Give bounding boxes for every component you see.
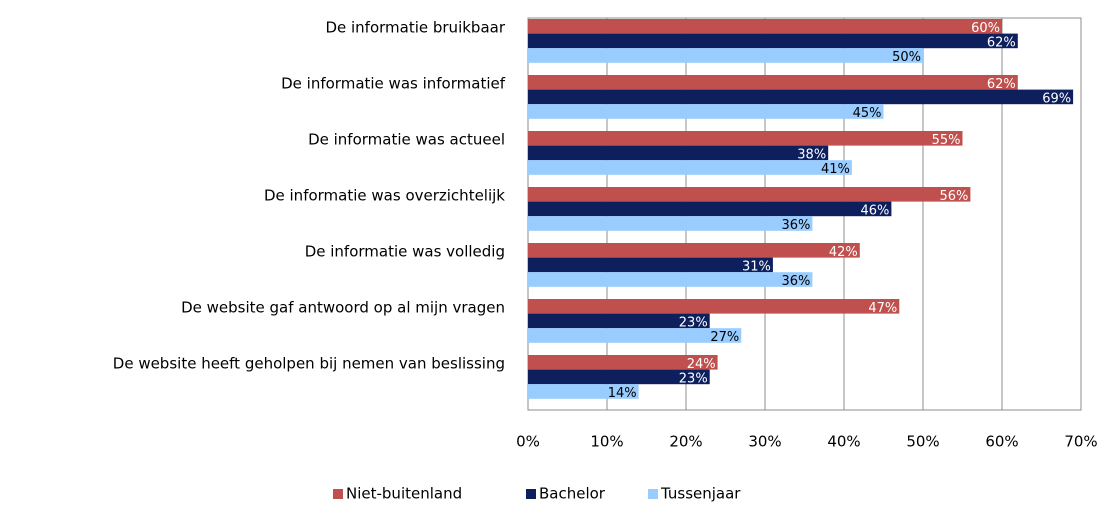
bar: [528, 48, 923, 63]
value-label: 36%: [781, 218, 810, 233]
x-tick-label: 20%: [669, 433, 702, 451]
value-label: 31%: [742, 259, 771, 274]
bar: [528, 131, 963, 146]
bar: [528, 104, 884, 119]
value-label: 23%: [679, 371, 708, 386]
bar: [528, 19, 1002, 34]
value-label: 50%: [892, 50, 921, 65]
value-label: 27%: [710, 330, 739, 345]
bar: [528, 89, 1074, 105]
bar: [528, 272, 813, 287]
bar: [528, 160, 852, 175]
y-tick-label: De website gaf antwoord op al mijn vrage…: [181, 299, 505, 317]
y-tick-label: De informatie was actueel: [308, 131, 505, 149]
value-label: 24%: [687, 357, 716, 372]
bar: [528, 201, 892, 217]
value-label: 55%: [932, 133, 961, 148]
value-label: 23%: [679, 315, 708, 330]
y-tick-label: De informatie was volledig: [305, 243, 505, 261]
value-label: 14%: [608, 386, 637, 401]
legend-label: Bachelor: [539, 485, 606, 503]
bar: [528, 384, 639, 399]
x-tick-label: 50%: [906, 433, 939, 451]
bar: [528, 216, 813, 231]
x-tick-label: 70%: [1064, 433, 1097, 451]
bar: [528, 33, 1018, 49]
value-label: 62%: [987, 35, 1016, 50]
value-label: 56%: [939, 189, 968, 204]
value-label: 60%: [971, 21, 1000, 36]
legend-swatch: [648, 489, 658, 499]
x-tick-label: 30%: [748, 433, 781, 451]
value-label: 62%: [987, 77, 1016, 92]
bar: [528, 328, 742, 343]
bar: [528, 243, 860, 258]
bar: [528, 257, 773, 273]
bar: [528, 299, 900, 314]
x-tick-label: 0%: [516, 433, 540, 451]
value-label: 41%: [821, 162, 850, 177]
value-label: 46%: [860, 203, 889, 218]
value-label: 36%: [781, 274, 810, 289]
value-label: 45%: [853, 106, 882, 121]
legend-swatch: [333, 489, 343, 499]
bar: [528, 369, 710, 385]
y-tick-label: De website heeft geholpen bij nemen van …: [113, 355, 505, 373]
legend-label: Tussenjaar: [660, 485, 741, 503]
x-tick-label: 60%: [985, 433, 1018, 451]
legend-label: Niet-buitenland: [346, 485, 462, 503]
value-label: 42%: [829, 245, 858, 260]
bar: [528, 187, 971, 202]
y-tick-label: De informatie bruikbaar: [325, 19, 505, 37]
bar: [528, 313, 710, 329]
y-tick-label: De informatie was informatief: [281, 75, 506, 93]
y-tick-label: De informatie was overzichtelijk: [264, 187, 505, 205]
value-label: 47%: [868, 301, 897, 316]
legend-swatch: [526, 489, 536, 499]
value-label: 69%: [1042, 91, 1071, 106]
x-tick-label: 10%: [590, 433, 623, 451]
bar: [528, 75, 1018, 90]
x-tick-label: 40%: [827, 433, 860, 451]
bar: [528, 355, 718, 370]
value-label: 38%: [797, 147, 826, 162]
bar: [528, 145, 829, 161]
